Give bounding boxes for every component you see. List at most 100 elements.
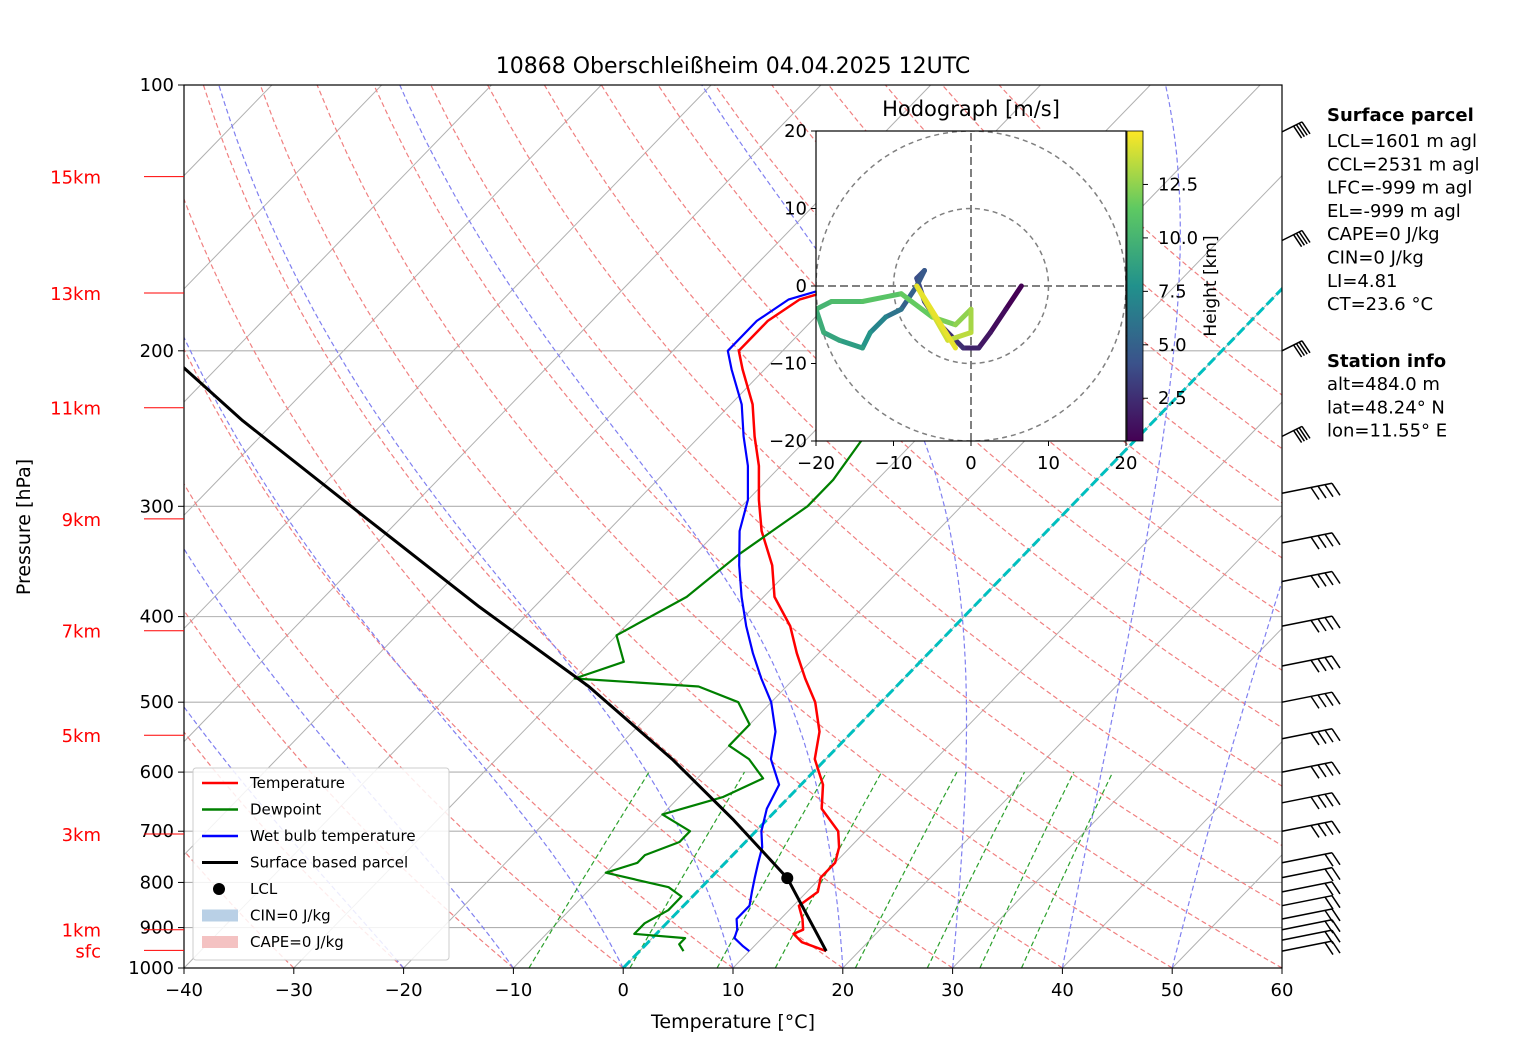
- hodo-x-tick-label: −10: [875, 453, 913, 474]
- height-label: sfc: [75, 941, 101, 962]
- wind-barb: [1281, 929, 1341, 944]
- height-label: 9km: [62, 510, 101, 531]
- barb-flag: [1298, 122, 1308, 136]
- surface-parcel-line: CCL=2531 m agl: [1327, 154, 1480, 175]
- x-tick-label: 50: [1161, 980, 1184, 1001]
- surface-parcel-line: CIN=0 J/kg: [1327, 248, 1424, 269]
- mixing-ratio-line: [774, 771, 883, 968]
- height-label: 1km: [62, 921, 101, 942]
- hodo-x-tick-label: 20: [1115, 453, 1138, 474]
- barb-flag: [1324, 617, 1334, 630]
- barb-flag: [1331, 820, 1341, 834]
- isotherm: [184, 85, 383, 290]
- station-info-line: lon=11.55° E: [1327, 421, 1447, 442]
- hodograph-ticks: −20−20 −10 −10 0 0 10 10 20 20: [769, 121, 1137, 474]
- barb-staff: [1281, 570, 1333, 583]
- barb-flag: [1331, 761, 1341, 775]
- hodograph-segment: [1003, 283, 1024, 312]
- wind-barb: [1281, 881, 1341, 896]
- barb-flag: [1331, 615, 1341, 629]
- x-tick-label: 10: [722, 980, 745, 1001]
- barb-flag: [1324, 763, 1334, 776]
- barb-flag: [1331, 881, 1341, 895]
- barb-flag: [1310, 765, 1320, 779]
- dry-adiabat: [259, 85, 1063, 968]
- barb-staff: [1281, 929, 1333, 941]
- barb-flag: [1295, 343, 1306, 357]
- dry-adiabat: [184, 347, 734, 968]
- y-tick-label: 200: [140, 341, 174, 362]
- dry-adiabat: [430, 85, 1282, 907]
- barb-flag: [1324, 868, 1334, 882]
- station-info-line: alt=484.0 m: [1327, 374, 1440, 395]
- barb-staff: [1281, 792, 1333, 804]
- moist-adiabat: [218, 85, 734, 968]
- barb-staff: [1281, 532, 1333, 544]
- barb-flag: [1324, 572, 1334, 586]
- barb-flag: [1292, 125, 1303, 139]
- hodo-y-tick-label: −20: [769, 431, 807, 452]
- barb-flag: [1310, 487, 1320, 500]
- isotherm: [1062, 740, 1282, 968]
- barb-flag: [1301, 121, 1311, 135]
- barb-flag: [1317, 823, 1327, 837]
- isotherm: [184, 85, 602, 516]
- barb-staff: [1281, 728, 1333, 740]
- wind-barb: [1281, 728, 1341, 746]
- barb-flag: [1310, 536, 1320, 550]
- y-tick-label: 400: [140, 607, 174, 628]
- barb-flag: [1324, 693, 1334, 707]
- legend-label: LCL: [250, 880, 278, 898]
- parcel-line: [184, 365, 828, 952]
- legend-swatch: [202, 936, 238, 948]
- barb-flag: [1324, 909, 1334, 923]
- dry-adiabat: [202, 85, 953, 968]
- wind-barb: [1281, 894, 1341, 910]
- hodo-y-tick-label: 10: [784, 199, 807, 220]
- barb-flag: [1324, 657, 1334, 670]
- barb-flag: [1298, 341, 1308, 355]
- barb-flag: [1331, 532, 1341, 546]
- barb-flag: [1324, 882, 1334, 896]
- legend-label: Wet bulb temperature: [250, 827, 416, 845]
- barb-flag: [1310, 575, 1320, 589]
- height-label: 5km: [62, 726, 101, 747]
- y-tick-label: 300: [140, 496, 174, 517]
- barb-staff: [1281, 482, 1333, 495]
- barb-flag: [1324, 793, 1334, 807]
- barb-staff: [1281, 229, 1303, 242]
- barb-flag: [1310, 732, 1320, 746]
- barb-flag: [1324, 853, 1334, 867]
- surface-parcel-line: EL=-999 m agl: [1327, 201, 1461, 222]
- barb-staff: [1281, 340, 1303, 352]
- hodograph-segment: [821, 330, 842, 343]
- legend-label: CIN=0 J/kg: [250, 907, 331, 925]
- colorbar-tick-label: 12.5: [1158, 174, 1198, 195]
- legend-label: Surface based parcel: [250, 854, 408, 872]
- barb-flag: [1292, 234, 1303, 248]
- x-axis-label: Temperature [°C]: [650, 1011, 815, 1033]
- dry-adiabat: [184, 197, 844, 968]
- barb-flag: [1301, 340, 1311, 354]
- wind-barb: [1281, 482, 1341, 500]
- x-tick-label: −40: [165, 980, 203, 1001]
- y-tick-label: 600: [140, 762, 174, 783]
- hodo-y-tick-label: 0: [796, 276, 807, 297]
- hodo-y-tick-label: 20: [784, 121, 807, 142]
- wind-barb: [1281, 940, 1341, 955]
- isotherm: [732, 401, 1282, 968]
- isotherm: [952, 627, 1282, 968]
- barb-flag: [1310, 619, 1320, 633]
- dry-adiabat: [828, 85, 1282, 504]
- chart-title: 10868 Oberschleißheim 04.04.2025 12UTC: [496, 54, 971, 79]
- barb-flag: [1295, 232, 1306, 246]
- barb-flag: [1324, 822, 1334, 836]
- barb-staff: [1281, 918, 1333, 931]
- hodograph-segment: [914, 268, 927, 289]
- zero-degree-isotherm: [622, 286, 1282, 968]
- wind-barb: [1281, 761, 1341, 779]
- barb-staff: [1281, 866, 1333, 879]
